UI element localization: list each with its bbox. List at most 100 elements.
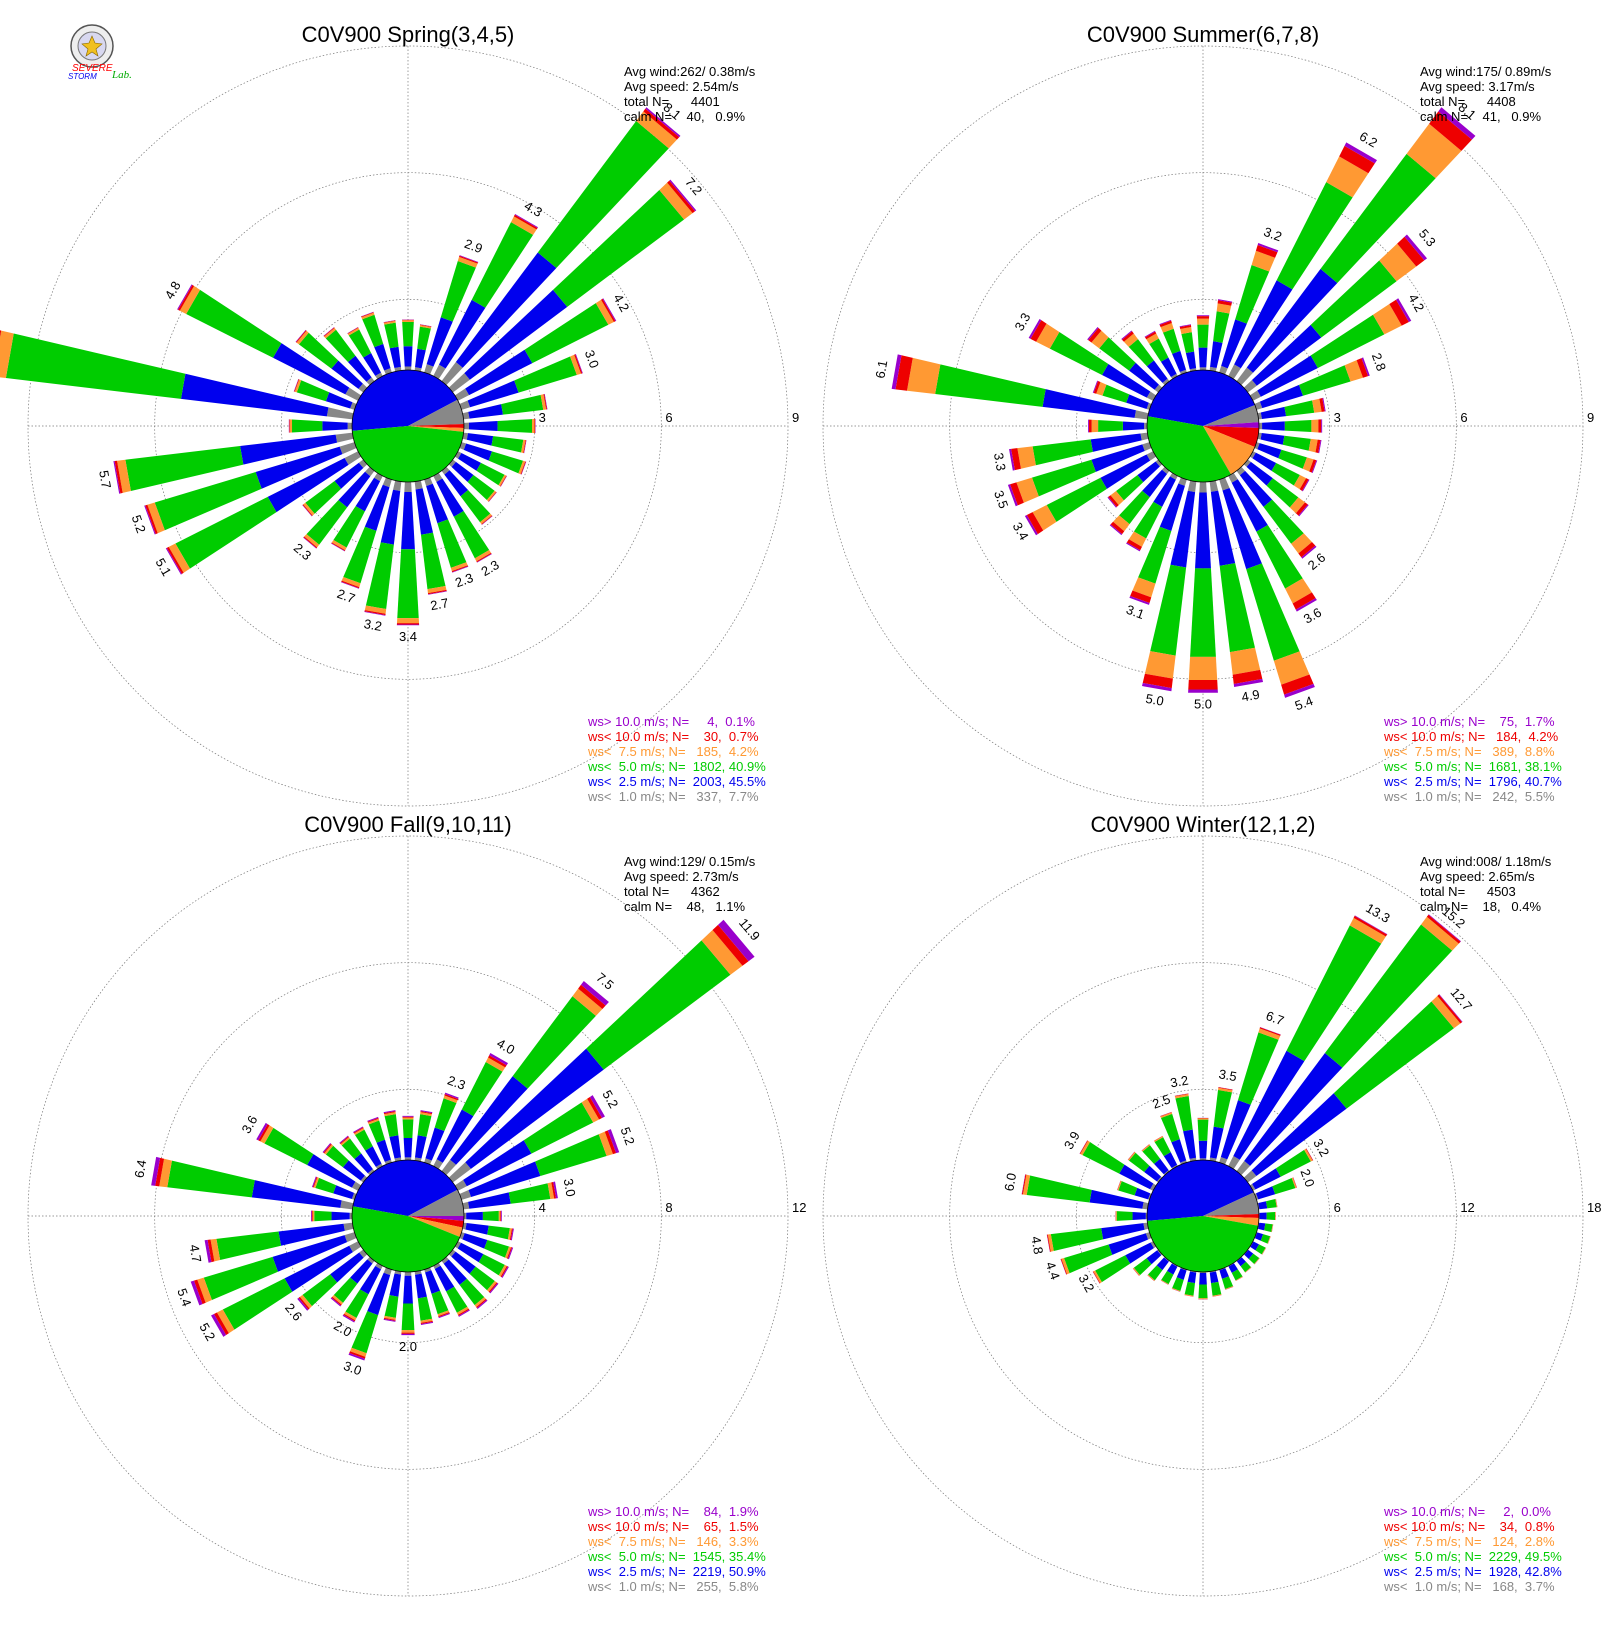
bar-segment [117,459,131,493]
bar-segment [1255,1244,1266,1255]
bar-segment [547,1182,555,1200]
bar-segment [1246,563,1300,661]
bar-segment [1344,360,1363,382]
center-pie-slice [352,370,458,431]
bar-segment [414,1135,427,1159]
bar-segment [323,1143,332,1154]
bar-segment [1030,320,1047,342]
bar-segment [324,1144,334,1155]
bar-segment [302,1274,338,1307]
bar-segment [1133,1267,1141,1276]
bar-label: 2.0 [331,1318,354,1340]
bar-segment [476,552,492,563]
bar-segment [303,502,315,516]
bar-segment [1356,358,1369,378]
bar-segment [324,327,337,339]
bar-segment [1233,678,1264,688]
bar-label: 5.4 [1293,693,1315,713]
bar-segment [488,1055,507,1068]
bar-label: 6.4 [131,1159,149,1179]
bar-segment [1301,545,1317,559]
bar-segment [438,299,486,369]
bar-segment [450,1076,528,1165]
direction-bar-220 [330,1256,375,1307]
bar-segment [1172,350,1187,373]
bar-segment [1032,504,1057,531]
bar-segment [1256,525,1303,589]
bar-segment [1009,448,1015,471]
bar-segment [382,477,392,488]
bar-segment [374,343,391,371]
bar-segment [1263,499,1304,544]
bar-segment [402,1119,414,1138]
bar-segment [1197,324,1209,348]
bar-segment [1235,1276,1243,1282]
bar-segment [251,1180,342,1208]
bar-segment [1160,1113,1180,1143]
bar-segment [1219,563,1255,653]
bar-segment [210,1238,221,1262]
bar-segment [1171,1287,1181,1292]
bar-segment [415,348,426,369]
bar-segment [1147,1275,1155,1282]
bar-segment [1272,1177,1296,1195]
bar-label: 2.7 [429,595,449,613]
direction-bar-210 [331,472,383,552]
bar-segment [1262,1247,1267,1255]
bar-label: 2.3 [453,570,475,590]
bar-segment [342,1314,355,1323]
bar-segment [1321,419,1323,433]
bar-segment [1121,331,1134,342]
bar-segment [302,504,313,517]
stats-line: calm N= 41, 0.9% [1420,109,1541,124]
bar-segment [438,1313,451,1319]
bar-segment [190,1280,203,1306]
bar-segment [1251,324,1322,386]
bar-label: 3.4 [399,629,417,644]
bar-segment [488,1282,498,1293]
direction-bar-80: 3.0 [462,1177,579,1210]
bar-segment [1032,439,1093,466]
bar-segment [331,1296,342,1306]
direction-bar-120 [454,451,507,487]
bar-segment [1080,1140,1091,1156]
bar-segment [365,1146,382,1167]
direction-bar-260: 4.8 [1028,1222,1149,1255]
bar-segment [193,1279,206,1305]
bar-segment [384,1114,399,1137]
bar-segment [1217,300,1232,306]
ring-label: 6 [1334,1200,1341,1215]
direction-bar-50: 12.7 [1243,985,1475,1183]
bar-segment [466,1211,483,1221]
bar-segment [1271,1224,1274,1233]
bar-segment [444,1092,459,1099]
direction-bar-280: 6.1 [872,354,1149,420]
bar-segment [1285,578,1312,604]
direction-bar-40: 15.2 [1236,903,1468,1176]
stats-line: total N= 4401 [624,94,720,109]
bar-segment [298,1296,310,1310]
bar-segment [488,491,497,502]
bar-segment [159,1158,172,1188]
direction-bar-50: 5.3 [1243,226,1439,393]
bar-segment [1126,542,1141,552]
bar-segment [383,320,396,323]
center-pie-slice [1203,1214,1259,1218]
bar-segment [1254,1193,1259,1200]
bar-segment [1276,182,1353,290]
bar-segment [144,505,156,535]
bar-segment [498,1210,501,1222]
bar-segment [1267,1236,1271,1244]
bar-segment [1108,1233,1149,1255]
bar-segment [456,1306,469,1315]
bar-segment [459,400,471,410]
bar-label: 3.2 [363,616,383,634]
direction-bar-300: 3.6 [238,1113,362,1191]
bar-segment [491,436,524,453]
direction-bar-320 [339,1135,375,1176]
bar-label: 2.5 [1150,1091,1172,1111]
center-pie-outline [351,369,465,483]
bar-segment [1140,432,1149,441]
bar-label: 3.2 [1076,1272,1098,1295]
